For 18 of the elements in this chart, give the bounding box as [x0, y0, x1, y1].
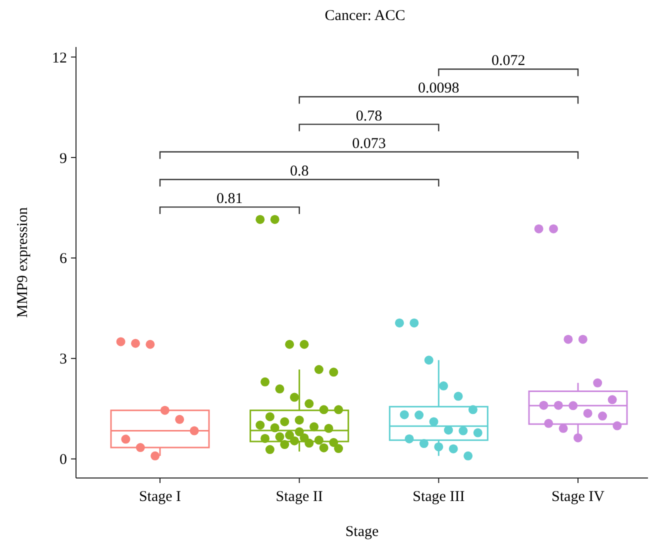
y-axis-title: MMP9 expression	[15, 206, 31, 318]
annotation: 0.78	[356, 108, 382, 124]
y-tick-label: 9	[60, 150, 67, 167]
x-tick-label: Stage II	[276, 489, 323, 505]
chart-title: Cancer: ACC	[324, 8, 406, 24]
x-tick-label: Stage III	[412, 489, 465, 505]
y-tick-label: 6	[60, 251, 68, 268]
x-tick-label: Stage IV	[552, 489, 605, 505]
y-tick-label: 12	[52, 50, 67, 66]
x-tick-label: Stage I	[138, 489, 182, 505]
annotation: 0.81	[216, 191, 243, 208]
annotation: 0.0098	[418, 80, 460, 97]
annotation: 0.073	[352, 136, 386, 152]
annotation: 0.072	[491, 53, 526, 70]
x-axis-title: Stage	[345, 524, 380, 540]
annotation: 0.8	[290, 163, 309, 180]
y-tick-label: 0	[60, 452, 67, 468]
y-tick-label: 3	[60, 352, 67, 368]
